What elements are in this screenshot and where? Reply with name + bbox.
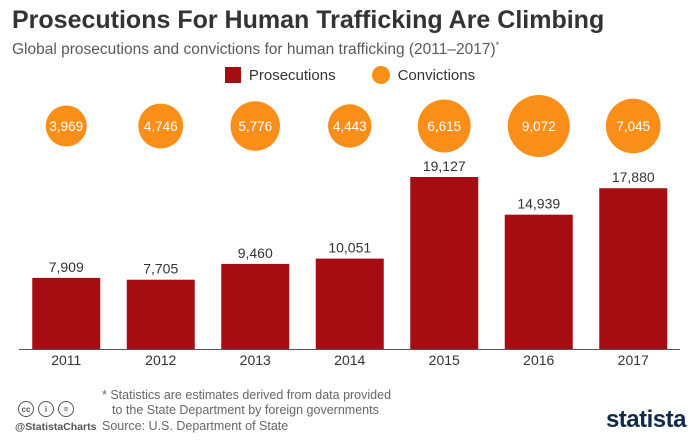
bar-value-label-2017: 17,880 xyxy=(612,169,655,185)
legend-label-prosecutions: Prosecutions xyxy=(248,66,336,84)
footnote-line-2: to the State Department by foreign gover… xyxy=(112,403,379,417)
cc-icon: cc xyxy=(18,401,34,417)
x-tick-label-2015: 2015 xyxy=(429,352,460,368)
bubble-value-label-2014: 4,443 xyxy=(333,119,367,134)
x-tick-label-2017: 2017 xyxy=(618,352,649,368)
bubble-value-label-2011: 3,969 xyxy=(49,119,83,134)
bubble-convictions-2011 xyxy=(45,105,87,147)
bar-value-label-2015: 19,127 xyxy=(423,158,466,174)
x-tick-label-2016: 2016 xyxy=(523,352,554,368)
bubble-convictions-2013 xyxy=(230,101,280,151)
x-tick-label-2012: 2012 xyxy=(145,352,176,368)
x-tick-label-2011: 2011 xyxy=(51,352,81,368)
social-handle: @StatistaCharts xyxy=(15,421,97,433)
footnote: * Statistics are estimates derived from … xyxy=(102,388,391,418)
statista-logo: statista xyxy=(605,406,687,433)
x-tick-label-2014: 2014 xyxy=(334,352,365,368)
bubble-value-label-2017: 7,045 xyxy=(616,119,650,134)
bar-prosecutions-2012 xyxy=(126,279,195,349)
legend: Prosecutions Convictions xyxy=(0,66,700,84)
bubble-value-label-2016: 9,072 xyxy=(522,119,556,134)
subtitle-text: Global prosecutions and convictions for … xyxy=(12,41,496,59)
legend-swatch-prosecutions xyxy=(224,67,241,83)
x-tick-label-2013: 2013 xyxy=(240,352,271,368)
nd-icon: = xyxy=(58,401,74,417)
bar-value-label-2012: 7,705 xyxy=(143,261,178,277)
bar-prosecutions-2014 xyxy=(315,258,384,349)
bar-value-label-2016: 14,939 xyxy=(517,196,560,212)
bubble-value-label-2012: 4,746 xyxy=(144,119,178,134)
bubble-value-label-2015: 6,615 xyxy=(427,119,461,134)
chart-subtitle: Global prosecutions and convictions for … xyxy=(12,40,499,59)
legend-item-convictions: Convictions xyxy=(371,66,476,84)
by-icon: i xyxy=(38,401,54,417)
bar-prosecutions-2017 xyxy=(599,188,668,349)
bar-prosecutions-2011 xyxy=(32,277,101,349)
legend-item-prosecutions: Prosecutions xyxy=(224,66,336,84)
bubble-convictions-2014 xyxy=(328,104,372,148)
bar-value-label-2014: 10,051 xyxy=(328,240,371,256)
chart-title: Prosecutions For Human Trafficking Are C… xyxy=(12,6,605,34)
bubble-convictions-2016 xyxy=(507,95,570,157)
bubble-convictions-2012 xyxy=(138,103,184,149)
bar-value-label-2013: 9,460 xyxy=(238,245,273,261)
legend-swatch-convictions xyxy=(371,66,390,84)
bubble-convictions-2015 xyxy=(417,99,471,153)
bubble-value-label-2013: 5,776 xyxy=(238,119,272,134)
subtitle-footnote-mark: * xyxy=(495,40,500,50)
bubble-convictions-2017 xyxy=(605,98,661,154)
source-text: Source: U.S. Department of State xyxy=(102,419,289,433)
license-icons: cc i = xyxy=(18,401,78,417)
bar-prosecutions-2015 xyxy=(410,177,479,349)
bar-prosecutions-2016 xyxy=(504,214,573,349)
legend-label-convictions: Convictions xyxy=(397,66,476,84)
bar-value-label-2011: 7,909 xyxy=(49,259,84,275)
footnote-line-1: * Statistics are estimates derived from … xyxy=(102,388,392,402)
bar-prosecutions-2013 xyxy=(221,263,290,349)
